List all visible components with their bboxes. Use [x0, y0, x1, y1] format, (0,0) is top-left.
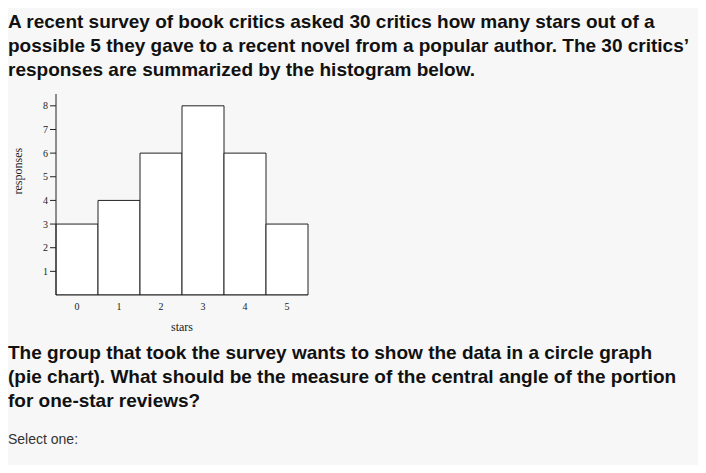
html-text:The group that took the survey: The group that took the survey wants to …	[8, 342, 677, 411]
svg-text:stars: stars	[171, 320, 193, 334]
svg-text:5: 5	[43, 171, 48, 182]
svg-text:0: 0	[75, 301, 80, 312]
svg-text:responses: responses	[11, 148, 25, 195]
svg-text:6: 6	[43, 148, 48, 159]
svg-text:1: 1	[117, 301, 122, 312]
svg-text:5: 5	[285, 301, 290, 312]
svg-text:3: 3	[43, 219, 48, 230]
svg-text:2: 2	[43, 242, 48, 253]
svg-text:1: 1	[43, 266, 48, 277]
html-text:Select one:: Select one:	[8, 431, 79, 447]
svg-text:4: 4	[243, 301, 248, 312]
svg-text:4: 4	[43, 195, 48, 206]
svg-text:2: 2	[159, 301, 164, 312]
html-text:A recent survey of book critic: A recent survey of book critics asked 30…	[8, 11, 688, 80]
svg-text:3: 3	[201, 301, 206, 312]
svg-text:8: 8	[43, 100, 48, 111]
svg-text:7: 7	[43, 124, 48, 135]
